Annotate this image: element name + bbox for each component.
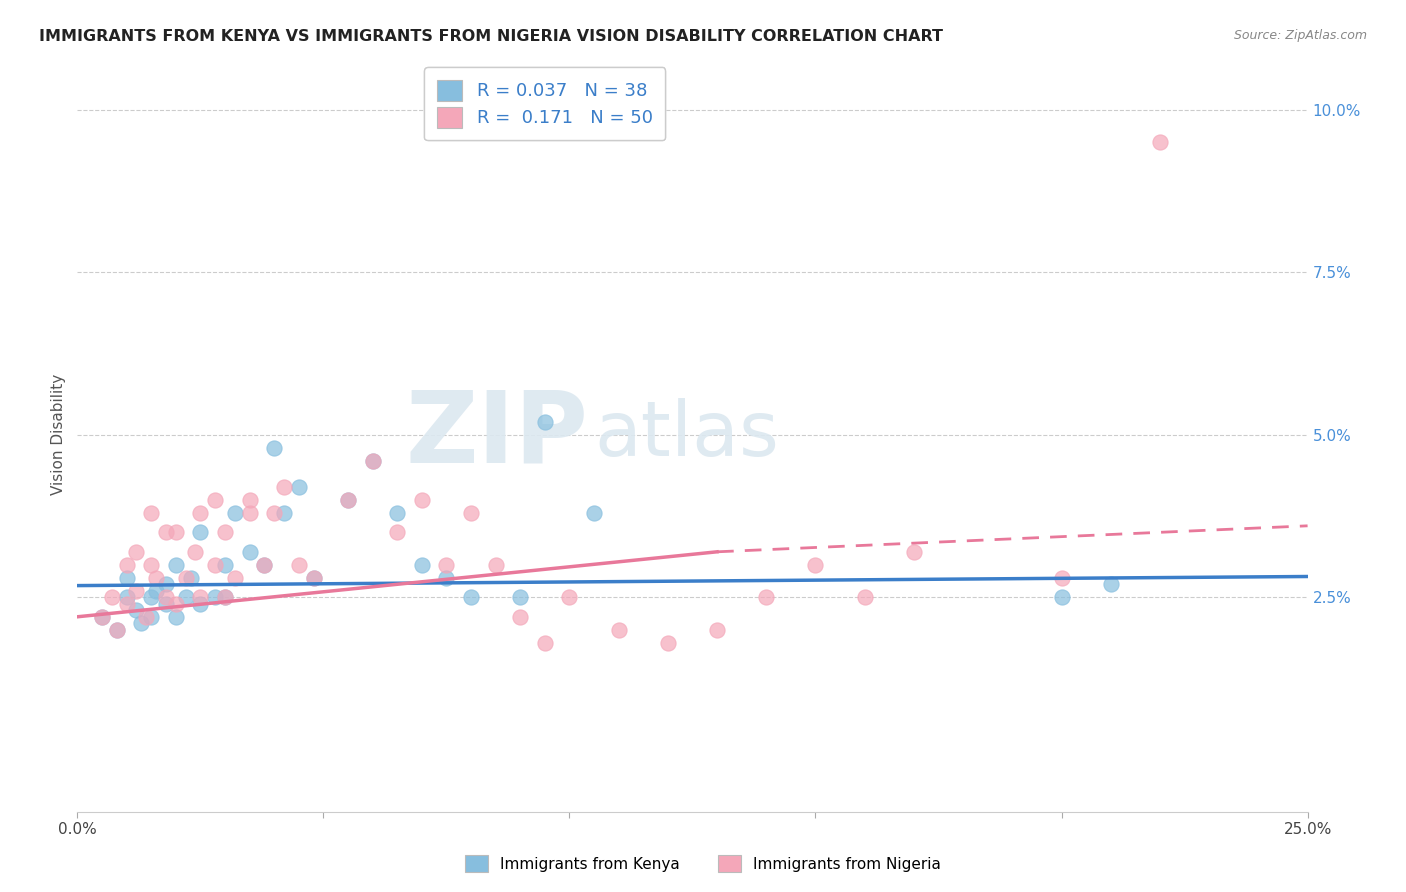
- Point: [607, 623, 630, 637]
- Point: [214, 525, 236, 540]
- Point: [1149, 136, 1171, 150]
- Point: [853, 591, 876, 605]
- Point: [155, 591, 177, 605]
- Point: [273, 506, 295, 520]
- Point: [411, 492, 433, 507]
- Point: [204, 558, 226, 572]
- Point: [706, 623, 728, 637]
- Point: [485, 558, 508, 572]
- Point: [337, 492, 360, 507]
- Point: [90, 609, 114, 624]
- Point: [253, 558, 276, 572]
- Point: [755, 591, 778, 605]
- Point: [558, 591, 581, 605]
- Point: [657, 636, 679, 650]
- Point: [411, 558, 433, 572]
- Point: [155, 577, 177, 591]
- Point: [239, 545, 262, 559]
- Point: [460, 506, 482, 520]
- Point: [180, 571, 202, 585]
- Point: [509, 609, 531, 624]
- Point: [188, 506, 212, 520]
- Point: [273, 480, 295, 494]
- Point: [460, 591, 482, 605]
- Point: [115, 597, 138, 611]
- Point: [115, 571, 138, 585]
- Point: [184, 545, 207, 559]
- Point: [188, 597, 212, 611]
- Point: [288, 480, 311, 494]
- Point: [188, 591, 212, 605]
- Point: [253, 558, 276, 572]
- Point: [583, 506, 606, 520]
- Point: [1050, 591, 1073, 605]
- Point: [125, 603, 148, 617]
- Point: [125, 545, 148, 559]
- Point: [135, 609, 157, 624]
- Point: [534, 415, 557, 429]
- Point: [337, 492, 360, 507]
- Point: [165, 558, 187, 572]
- Point: [188, 525, 212, 540]
- Point: [214, 591, 236, 605]
- Point: [224, 571, 246, 585]
- Text: IMMIGRANTS FROM KENYA VS IMMIGRANTS FROM NIGERIA VISION DISABILITY CORRELATION C: IMMIGRANTS FROM KENYA VS IMMIGRANTS FROM…: [39, 29, 943, 44]
- Point: [155, 597, 177, 611]
- Point: [115, 558, 138, 572]
- Point: [288, 558, 311, 572]
- Legend: Immigrants from Kenya, Immigrants from Nigeria: Immigrants from Kenya, Immigrants from N…: [457, 847, 949, 880]
- Text: Source: ZipAtlas.com: Source: ZipAtlas.com: [1233, 29, 1367, 42]
- Y-axis label: Vision Disability: Vision Disability: [51, 375, 66, 495]
- Point: [141, 558, 163, 572]
- Point: [361, 454, 384, 468]
- Point: [224, 506, 246, 520]
- Point: [141, 609, 163, 624]
- Point: [361, 454, 384, 468]
- Point: [436, 571, 458, 585]
- Point: [302, 571, 325, 585]
- Point: [302, 571, 325, 585]
- Text: ZIP: ZIP: [405, 386, 588, 483]
- Point: [204, 492, 226, 507]
- Point: [145, 583, 167, 598]
- Point: [125, 583, 148, 598]
- Point: [263, 506, 285, 520]
- Point: [174, 571, 197, 585]
- Text: atlas: atlas: [595, 398, 779, 472]
- Point: [534, 636, 557, 650]
- Point: [239, 492, 262, 507]
- Point: [141, 591, 163, 605]
- Point: [509, 591, 531, 605]
- Point: [145, 571, 167, 585]
- Point: [90, 609, 114, 624]
- Point: [263, 441, 285, 455]
- Point: [129, 616, 153, 631]
- Point: [174, 591, 197, 605]
- Point: [239, 506, 262, 520]
- Point: [105, 623, 128, 637]
- Point: [165, 609, 187, 624]
- Point: [804, 558, 827, 572]
- Point: [436, 558, 458, 572]
- Point: [385, 525, 409, 540]
- Point: [385, 506, 409, 520]
- Point: [214, 558, 236, 572]
- Point: [101, 591, 124, 605]
- Point: [214, 591, 236, 605]
- Point: [155, 525, 177, 540]
- Point: [903, 545, 925, 559]
- Point: [141, 506, 163, 520]
- Point: [204, 591, 226, 605]
- Point: [1099, 577, 1122, 591]
- Point: [105, 623, 128, 637]
- Legend: R = 0.037   N = 38, R =  0.171   N = 50: R = 0.037 N = 38, R = 0.171 N = 50: [425, 67, 665, 140]
- Point: [165, 597, 187, 611]
- Point: [1050, 571, 1073, 585]
- Point: [115, 591, 138, 605]
- Point: [165, 525, 187, 540]
